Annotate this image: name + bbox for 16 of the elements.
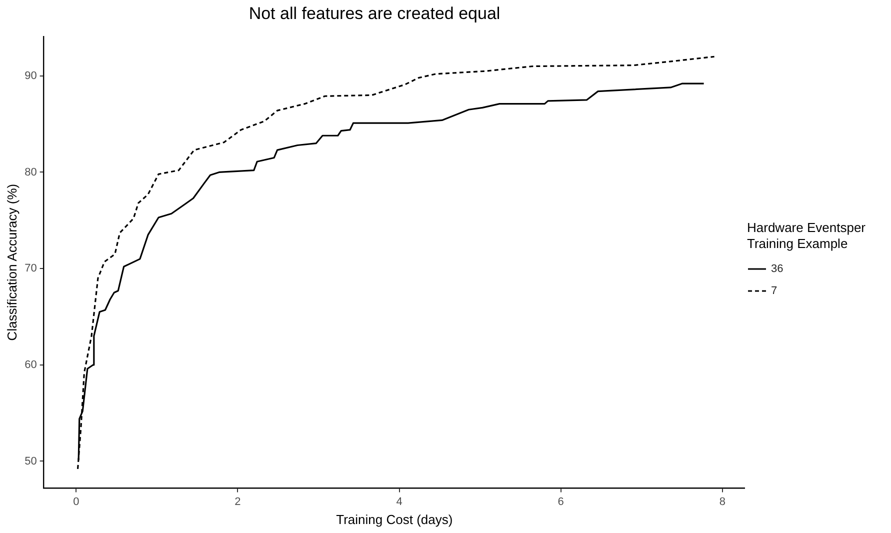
x-tick-label: 0: [73, 496, 80, 508]
y-tick-label: 50: [24, 455, 37, 468]
y-tick-label: 90: [24, 70, 37, 82]
legend-title: Hardware Eventsper Training Example: [747, 220, 866, 252]
y-tick-label: 70: [24, 262, 37, 275]
y-tick-label: 80: [24, 166, 37, 178]
x-tick-label: 6: [558, 496, 564, 508]
x-axis-title: Training Cost (days): [336, 512, 453, 527]
x-tick-label: 4: [396, 496, 402, 508]
chart-title: Not all features are created equal: [248, 4, 500, 23]
y-axis-title: Classification Accuracy (%): [4, 184, 20, 341]
legend-label: 36: [771, 263, 784, 275]
y-tick-label: 60: [24, 358, 37, 371]
x-tick-label: 2: [234, 496, 241, 508]
x-tick-label: 8: [719, 496, 726, 508]
legend-label: 7: [771, 285, 778, 297]
